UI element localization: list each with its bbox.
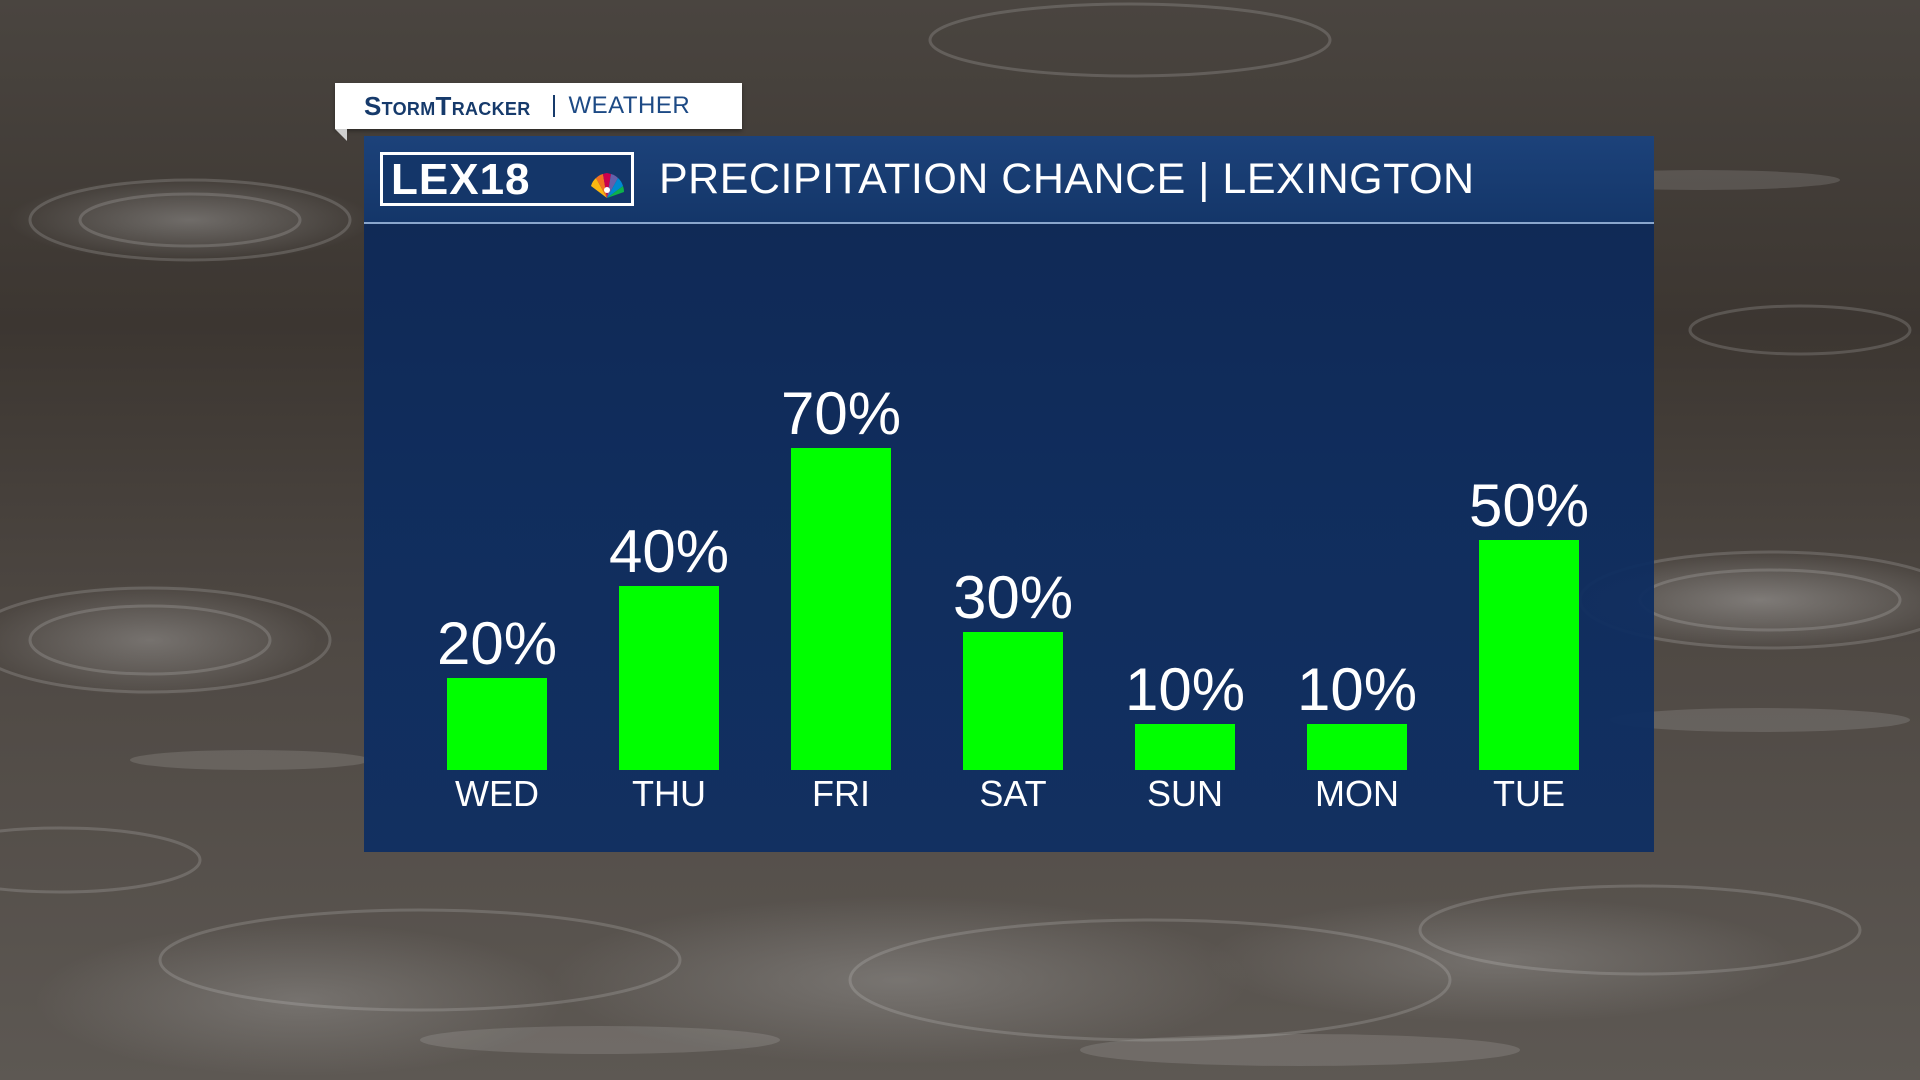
bar-thu xyxy=(619,586,719,770)
precipitation-chart-panel: 20% WED 40% THU 70% FRI 30% SAT 10% SUN 10% MON 50% T… xyxy=(364,136,1654,852)
chart-title: PRECIPITATION CHANCE | LEXINGTON xyxy=(659,155,1475,203)
data-label-fri: 70% xyxy=(781,380,901,447)
tick-label-sat: SAT xyxy=(979,773,1046,814)
bar-fri xyxy=(791,448,891,770)
bar-sun xyxy=(1135,724,1235,770)
data-label-sat: 30% xyxy=(953,564,1073,631)
panel-header: LEX18 PRECIPITATION CHANCE | LEXINGTON xyxy=(364,136,1654,224)
weather-section-label: WEATHER xyxy=(568,92,691,119)
stormtracker-weather-tab: StormTracker WEATHER xyxy=(335,83,742,141)
bar-sat xyxy=(963,632,1063,770)
data-label-tue: 50% xyxy=(1469,472,1589,539)
lex18-logo-text: LEX18 xyxy=(391,155,531,204)
tick-label-sun: SUN xyxy=(1147,773,1223,814)
tick-label-wed: WED xyxy=(455,773,539,814)
data-label-sun: 10% xyxy=(1125,656,1245,723)
tick-label-tue: TUE xyxy=(1493,773,1565,814)
tick-label-thu: THU xyxy=(632,773,706,814)
tick-label-fri: FRI xyxy=(812,773,870,814)
data-label-mon: 10% xyxy=(1297,656,1417,723)
bar-wed xyxy=(447,678,547,770)
data-label-thu: 40% xyxy=(609,518,729,585)
tick-label-mon: MON xyxy=(1315,773,1399,814)
stormtracker-brand: StormTracker xyxy=(364,90,531,121)
lex18-logo: LEX18 xyxy=(380,152,634,206)
precipitation-bar-chart: 20% WED 40% THU 70% FRI 30% SAT 10% SUN 10% MON 50% T… xyxy=(437,380,1589,814)
data-label-wed: 20% xyxy=(437,610,557,677)
brand-divider xyxy=(552,95,555,117)
bar-tue xyxy=(1479,540,1579,770)
nbc-peacock-icon xyxy=(591,173,625,198)
bar-mon xyxy=(1307,724,1407,770)
